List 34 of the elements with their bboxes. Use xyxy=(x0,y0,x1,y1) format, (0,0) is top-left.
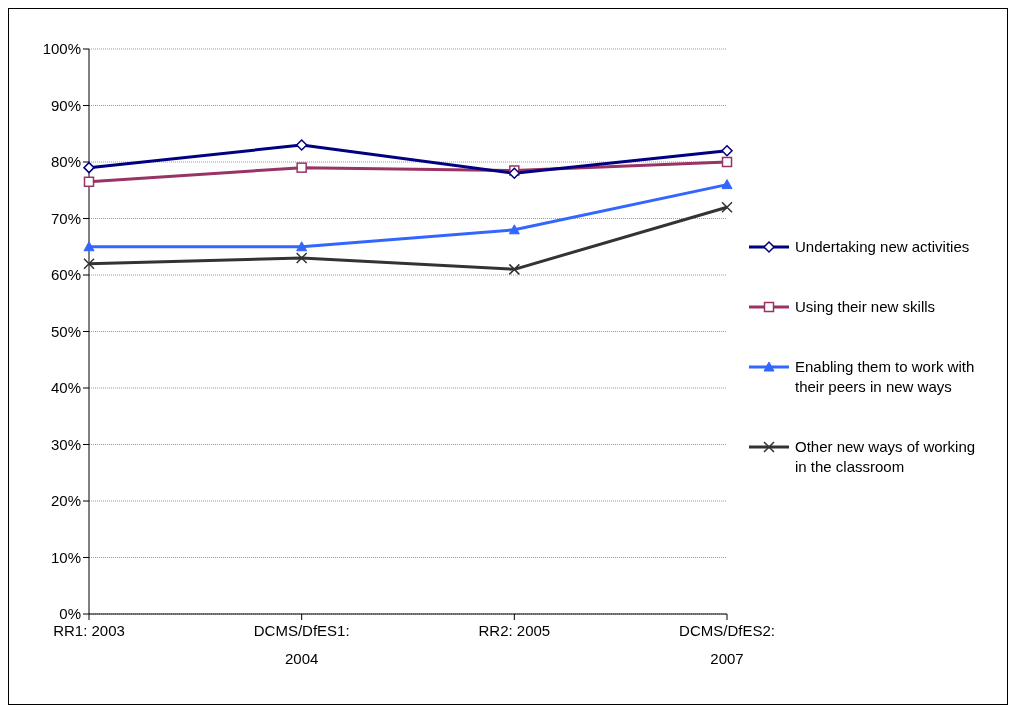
point xyxy=(508,224,520,235)
point xyxy=(508,263,521,276)
y-tick-label: 100% xyxy=(42,40,81,58)
x-tick-label: RR1: 2003 xyxy=(53,622,125,639)
legend-label: Undertaking new activities xyxy=(795,236,971,257)
x-tick-label: RR2: 2005 xyxy=(478,622,551,639)
point xyxy=(295,139,308,151)
y-tick-label: 70% xyxy=(50,209,81,227)
y-tick-label: 60% xyxy=(50,266,81,284)
legend-label: Using their new skills xyxy=(795,296,937,317)
y-tick-label: 80% xyxy=(50,153,81,171)
legend-label: Other new ways of working in the classroom xyxy=(795,436,977,477)
y-tick-label: 50% xyxy=(50,322,81,340)
point xyxy=(721,201,733,213)
y-tick-label: 90% xyxy=(50,96,81,114)
point xyxy=(508,167,521,180)
point xyxy=(83,176,95,188)
point xyxy=(721,156,733,168)
point xyxy=(721,144,733,157)
y-tick-label: 0% xyxy=(59,605,81,623)
x-tick-label: DCMS/DfES1: 2004 xyxy=(253,622,350,667)
point xyxy=(83,241,95,252)
point xyxy=(83,161,95,174)
y-tick-label: 20% xyxy=(50,492,81,510)
y-tick-label: 10% xyxy=(50,548,81,566)
point xyxy=(295,252,308,264)
point xyxy=(83,257,95,270)
point xyxy=(296,241,308,252)
y-tick-label: 40% xyxy=(50,379,81,397)
y-tick-label: 30% xyxy=(50,435,81,453)
x-tick-label: DCMS/DfES2: 2007 xyxy=(679,622,775,667)
point xyxy=(721,179,733,190)
point xyxy=(296,162,307,173)
legend-label: Enabling them to work with their peers in new ways xyxy=(795,356,976,397)
